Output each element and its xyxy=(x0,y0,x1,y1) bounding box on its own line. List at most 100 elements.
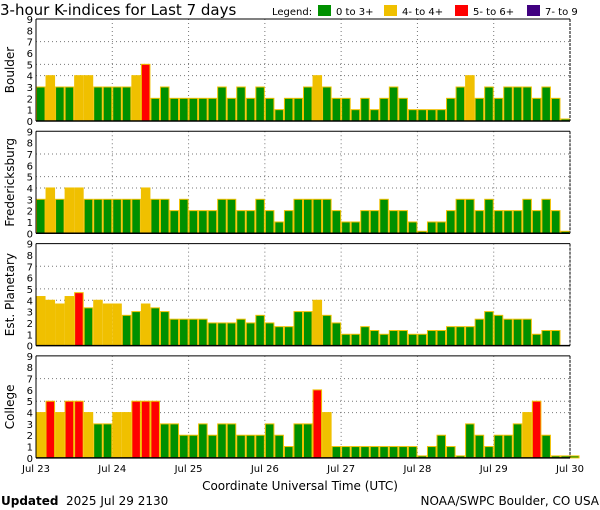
bar xyxy=(550,210,561,234)
y-tick-label: 0 xyxy=(27,117,33,128)
bar xyxy=(503,434,513,459)
bar xyxy=(474,434,485,459)
bar xyxy=(398,210,408,234)
y-tick-label: 5 xyxy=(27,285,33,296)
y-tick-label: 5 xyxy=(27,60,33,71)
bar xyxy=(398,97,408,122)
x-tick-label: Jul 26 xyxy=(250,464,279,475)
x-tick-label: Jul 30 xyxy=(555,464,584,475)
bar xyxy=(512,210,523,234)
bar xyxy=(369,109,380,122)
legend-label: Legend: xyxy=(272,7,312,18)
y-tick-label: 8 xyxy=(27,363,33,374)
bar xyxy=(45,400,56,459)
bar xyxy=(331,446,342,459)
bar xyxy=(150,307,160,347)
bar xyxy=(407,221,418,234)
bar xyxy=(140,303,151,347)
bar xyxy=(360,326,370,347)
bar xyxy=(93,299,103,347)
bar xyxy=(303,198,313,234)
bar xyxy=(150,97,160,122)
y-tick-label: 4 xyxy=(27,296,33,307)
panel-label: Boulder xyxy=(3,47,17,94)
bar xyxy=(541,330,551,347)
panel-label: College xyxy=(3,385,17,430)
bar xyxy=(570,455,580,459)
y-tick-label: 0 xyxy=(27,342,33,353)
bar xyxy=(331,210,342,234)
x-tick-label: Jul 29 xyxy=(479,464,508,475)
bar xyxy=(398,330,408,347)
bar xyxy=(531,333,542,347)
legend-item-yellow: 4- to 4+ xyxy=(402,7,443,18)
bar xyxy=(312,198,323,234)
bar xyxy=(407,109,418,122)
bar xyxy=(274,326,284,347)
y-tick-label: 7 xyxy=(27,262,33,273)
bar xyxy=(446,326,456,347)
x-tick-label: Jul 25 xyxy=(174,464,203,475)
bar xyxy=(522,198,532,234)
bar xyxy=(274,434,284,459)
bar xyxy=(102,423,113,459)
y-tick-label: 3 xyxy=(27,420,33,431)
bar xyxy=(436,330,447,347)
bar xyxy=(465,198,475,234)
bar xyxy=(179,434,189,459)
bar xyxy=(407,333,418,347)
bar xyxy=(274,221,284,234)
bar xyxy=(64,400,75,459)
credit: NOAA/SWPC Boulder, CO USA xyxy=(421,494,600,508)
y-tick-label: 3 xyxy=(27,195,33,206)
bar xyxy=(360,210,370,234)
bar xyxy=(369,446,380,459)
bar xyxy=(36,86,46,122)
bar xyxy=(493,210,504,234)
legend-item-purple: 7- to 9 xyxy=(545,7,578,18)
bar xyxy=(360,97,370,122)
bar xyxy=(312,75,323,122)
bar xyxy=(512,86,523,122)
bar xyxy=(303,86,313,122)
bar xyxy=(188,210,199,234)
bar xyxy=(207,97,218,122)
bar xyxy=(465,326,475,347)
bar xyxy=(293,311,304,347)
bar xyxy=(436,109,447,122)
bar xyxy=(264,322,275,347)
bar xyxy=(531,210,542,234)
bar xyxy=(484,86,494,122)
bar xyxy=(169,97,180,122)
bar xyxy=(112,86,122,122)
bar xyxy=(83,198,94,234)
bar xyxy=(322,198,332,234)
bar xyxy=(293,198,304,234)
bar xyxy=(522,86,532,122)
panel-label: Est. Planetary xyxy=(3,253,17,336)
bar xyxy=(131,75,141,122)
bar xyxy=(541,198,551,234)
y-tick-label: 9 xyxy=(27,240,33,251)
bar xyxy=(484,198,494,234)
bar xyxy=(417,109,427,122)
y-tick-label: 1 xyxy=(27,218,33,229)
bar xyxy=(312,299,323,347)
x-tick-label: Jul 24 xyxy=(97,464,126,475)
bar xyxy=(522,318,532,347)
bar xyxy=(550,97,561,122)
bar xyxy=(379,446,389,459)
bar xyxy=(522,412,532,459)
legend-swatch-red xyxy=(455,5,468,16)
bar xyxy=(493,314,504,347)
bar xyxy=(83,412,94,459)
y-tick-label: 2 xyxy=(27,431,33,442)
bar xyxy=(64,86,75,122)
bar xyxy=(169,423,180,459)
bar xyxy=(350,109,361,122)
bar xyxy=(484,311,494,347)
bar xyxy=(312,389,323,459)
bar xyxy=(207,434,218,459)
bar xyxy=(169,318,180,347)
